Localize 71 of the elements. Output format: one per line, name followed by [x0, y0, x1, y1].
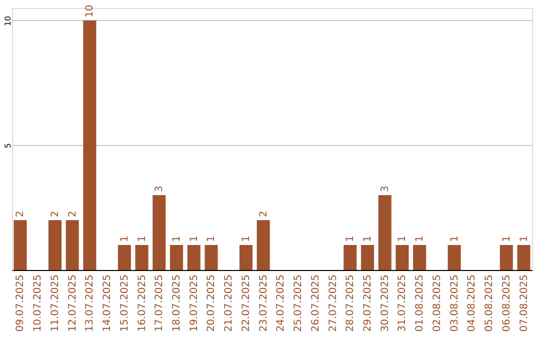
x-tick-label: 05.08.2025 [484, 274, 496, 332]
bar [448, 245, 461, 270]
bar [48, 220, 62, 270]
bar [360, 245, 374, 270]
bar [170, 245, 184, 270]
bar [14, 220, 27, 270]
data-label: 1 [119, 236, 130, 242]
data-label: 2 [258, 210, 270, 218]
data-label: 1 [501, 236, 512, 242]
x-tick-label: 14.07.2025 [102, 274, 114, 332]
x-tick-label: 11.07.2025 [50, 274, 61, 332]
x-tick-label: 31.07.2025 [397, 274, 408, 332]
x-tick-label: 25.07.2025 [293, 274, 304, 332]
x-tick-label: 09.07.2025 [15, 274, 26, 332]
data-label: 2 [50, 210, 61, 218]
x-tick-label: 07.08.2025 [518, 274, 530, 332]
data-label: 1 [449, 236, 460, 242]
bar [66, 220, 79, 270]
data-label: 1 [172, 236, 183, 242]
x-tick-label: 18.07.2025 [172, 274, 183, 332]
data-label: 1 [518, 236, 530, 242]
bar [118, 245, 131, 270]
bar [396, 245, 409, 270]
x-tick-label: 28.07.2025 [345, 274, 356, 332]
x-tick-label: 29.07.2025 [362, 274, 374, 332]
data-label: 3 [154, 186, 166, 192]
data-label: 1 [345, 236, 356, 242]
x-tick-label: 06.08.2025 [501, 274, 512, 332]
x-tick-label: 04.08.2025 [466, 274, 478, 332]
data-label: 2 [15, 210, 26, 218]
bar [344, 245, 357, 270]
x-tick-label: 26.07.2025 [310, 274, 322, 332]
x-tick-label: 24.07.2025 [276, 274, 287, 332]
bar [256, 220, 270, 270]
x-tick-label: 01.08.2025 [414, 274, 426, 332]
bar [83, 20, 96, 270]
x-tick-label: 22.07.2025 [240, 274, 252, 332]
bar [187, 245, 200, 270]
bar [204, 245, 218, 270]
bar [152, 195, 166, 270]
x-tick-label: 13.07.2025 [84, 274, 96, 332]
x-tick-label: 10.07.2025 [32, 274, 44, 332]
y-tick-label: 5 [4, 143, 12, 148]
data-label: 1 [206, 236, 218, 242]
x-tick-label: 30.07.2025 [380, 274, 391, 332]
x-tick-label: 19.07.2025 [188, 274, 200, 332]
data-label: 10 [84, 4, 96, 18]
x-tick-label: 27.07.2025 [328, 274, 339, 332]
bar [378, 195, 392, 270]
bar [413, 245, 426, 270]
data-label: 1 [414, 236, 426, 242]
x-tick-label: 21.07.2025 [224, 274, 235, 332]
data-label: 1 [240, 236, 252, 242]
x-tick-label: 02.08.2025 [432, 274, 443, 332]
x-tick-label: 17.07.2025 [154, 274, 166, 332]
x-tick-label: 15.07.2025 [119, 274, 130, 332]
bar [135, 245, 148, 270]
data-label: 1 [136, 236, 148, 242]
x-tick-label: 23.07.2025 [258, 274, 270, 332]
x-tick-label: 03.08.2025 [449, 274, 460, 332]
bar [500, 245, 513, 270]
x-tick-label: 12.07.2025 [67, 274, 78, 332]
data-label: 1 [188, 236, 200, 242]
data-label: 3 [380, 186, 391, 192]
x-tick-label: 20.07.2025 [206, 274, 218, 332]
data-label: 1 [362, 236, 374, 242]
x-tick-label: 16.07.2025 [136, 274, 148, 332]
bar [239, 245, 252, 270]
data-label: 2 [67, 210, 78, 218]
data-label: 1 [397, 236, 408, 242]
bar [517, 245, 530, 270]
